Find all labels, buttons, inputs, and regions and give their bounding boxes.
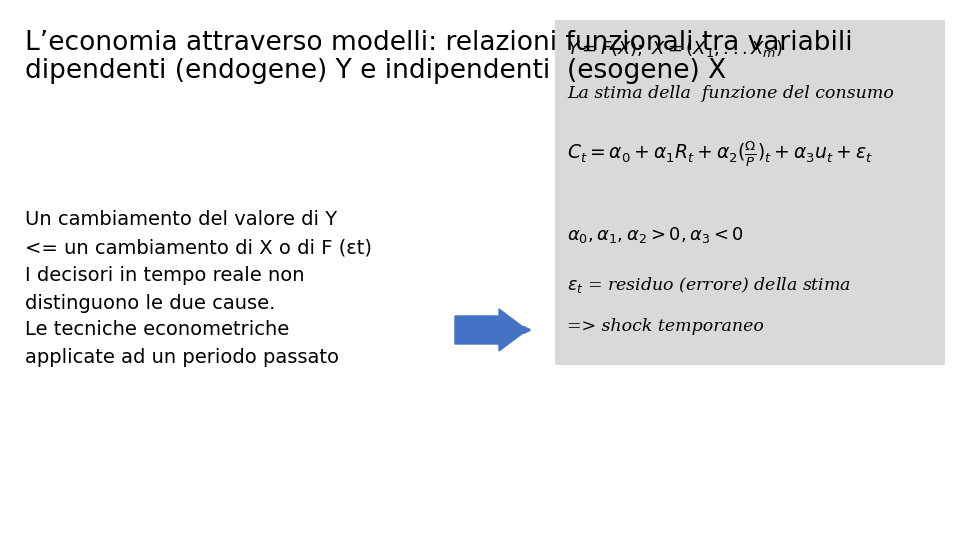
Text: $\varepsilon_t$ = residuo (errore) della stima: $\varepsilon_t$ = residuo (errore) della… <box>567 275 852 295</box>
Text: applicate ad un periodo passato: applicate ad un periodo passato <box>25 348 339 367</box>
Text: distinguono le due cause.: distinguono le due cause. <box>25 294 276 313</box>
Text: => shock temporaneo: => shock temporaneo <box>567 318 764 335</box>
Text: Le tecniche econometriche: Le tecniche econometriche <box>25 320 289 339</box>
Text: L’economia attraverso modelli: relazioni funzionali tra variabili: L’economia attraverso modelli: relazioni… <box>25 30 852 56</box>
Text: Un cambiamento del valore di Y: Un cambiamento del valore di Y <box>25 210 337 229</box>
Text: $\alpha_0, \alpha_1, \alpha_2 > 0, \alpha_3 < 0$: $\alpha_0, \alpha_1, \alpha_2 > 0, \alph… <box>567 225 744 245</box>
FancyArrow shape <box>455 309 527 351</box>
Text: $Y = F(X);\; X = (X_1,...X_m)$: $Y = F(X);\; X = (X_1,...X_m)$ <box>567 38 783 59</box>
Text: I decisori in tempo reale non: I decisori in tempo reale non <box>25 266 304 285</box>
Text: $C_t = \alpha_0 + \alpha_1 R_t + \alpha_2(\frac{\Omega}{P})_t + \alpha_3 u_t + \: $C_t = \alpha_0 + \alpha_1 R_t + \alpha_… <box>567 140 873 170</box>
Text: dipendenti (endogene) Y e indipendenti  (esogene) X: dipendenti (endogene) Y e indipendenti (… <box>25 58 727 84</box>
Text: La stima della  funzione del consumo: La stima della funzione del consumo <box>567 85 894 102</box>
FancyBboxPatch shape <box>555 20 945 365</box>
Text: <= un cambiamento di X o di F (εt): <= un cambiamento di X o di F (εt) <box>25 238 372 257</box>
